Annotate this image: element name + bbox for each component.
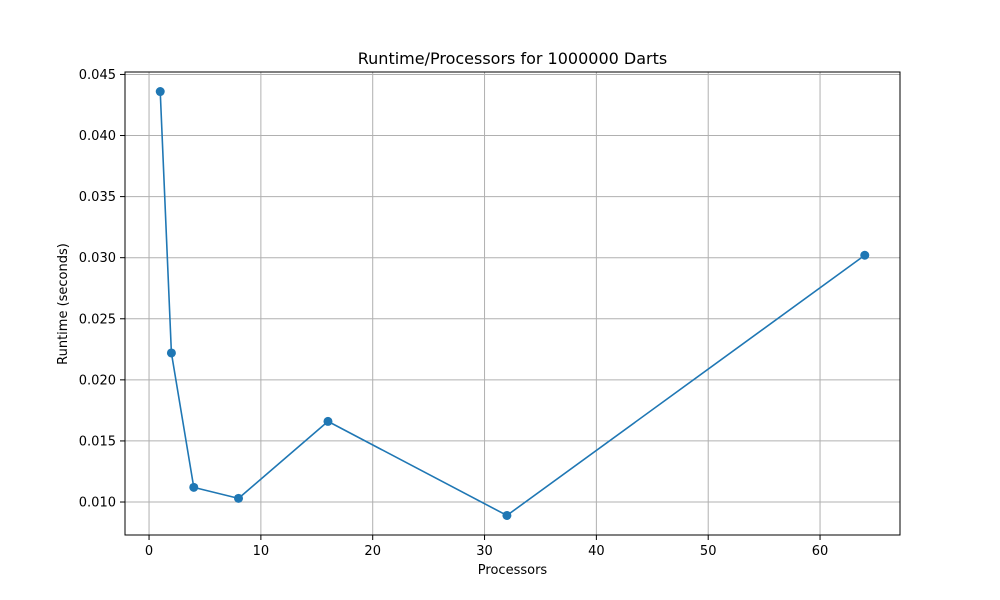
data-point [234,493,244,503]
x-tick-label: 40 [588,544,605,559]
x-tick-label: 10 [253,544,270,559]
chart-title: Runtime/Processors for 1000000 Darts [358,49,667,68]
y-tick-label: 0.030 [79,251,116,266]
y-tick-label: 0.020 [79,373,116,388]
y-tick-label: 0.045 [79,68,116,83]
x-tick-label: 60 [812,544,829,559]
x-tick-label: 30 [476,544,493,559]
y-tick-label: 0.025 [79,312,116,327]
x-tick-label: 20 [364,544,381,559]
data-point [323,416,333,426]
data-series [155,87,870,520]
data-point [860,250,870,260]
data-point [166,348,176,358]
y-tick-label: 0.015 [79,434,116,449]
data-point [155,87,165,97]
y-tick-label: 0.040 [79,129,116,144]
y-axis-label: Runtime (seconds) [56,243,71,365]
x-axis-label: Processors [478,563,548,578]
y-tick-label: 0.010 [79,496,116,511]
x-tick-label: 0 [145,544,153,559]
y-tick-label: 0.035 [79,190,116,205]
data-point [502,510,512,520]
x-tick-label: 50 [700,544,717,559]
axis-ticks: 0 10 20 30 40 50 60 0.010 0.015 0.020 0.025 0.030 0.… [79,68,829,559]
grid [125,72,900,535]
data-point [189,482,199,492]
plot-area-frame [124,71,901,536]
